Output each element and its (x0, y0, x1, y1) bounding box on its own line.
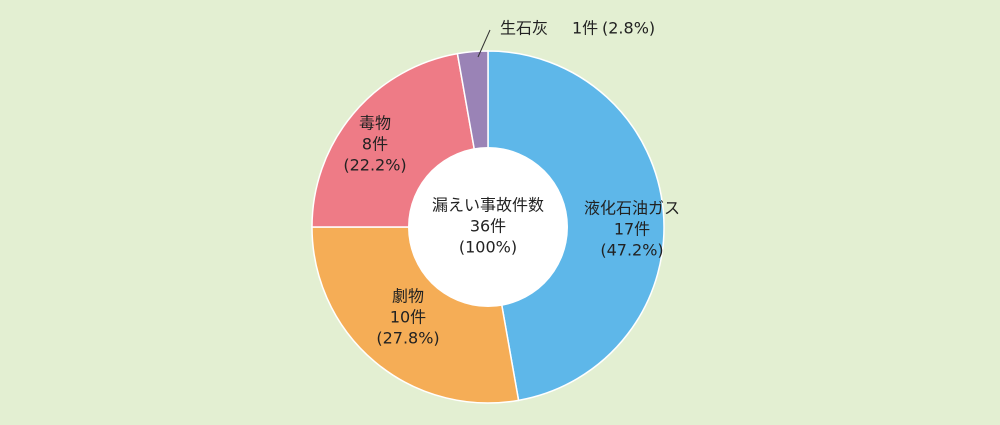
slice-label: 生石灰 (500, 19, 548, 38)
slice-value-label: 10件 (390, 308, 426, 327)
center-title: 漏えい事故件数 (432, 196, 544, 215)
slice-percent-label: (22.2%) (343, 156, 406, 175)
slice-percent-label: (47.2%) (600, 241, 663, 260)
slice-value-label: 8件 (362, 135, 388, 154)
slice-label: 毒物 (359, 114, 391, 133)
center-total: 36件 (470, 217, 506, 236)
center-percent: (100%) (459, 238, 517, 257)
slice-percent-label: (27.8%) (376, 329, 439, 348)
leader-line (477, 29, 491, 58)
slice-label: 劇物 (392, 287, 424, 306)
slice-label: 液化石油ガス (584, 199, 680, 218)
donut-hole (408, 147, 568, 307)
slice (487, 50, 665, 402)
slice-value-label: 1件 (572, 19, 598, 38)
slice-value-label: 17件 (614, 220, 650, 239)
slice-percent-label: (2.8%) (602, 19, 655, 38)
